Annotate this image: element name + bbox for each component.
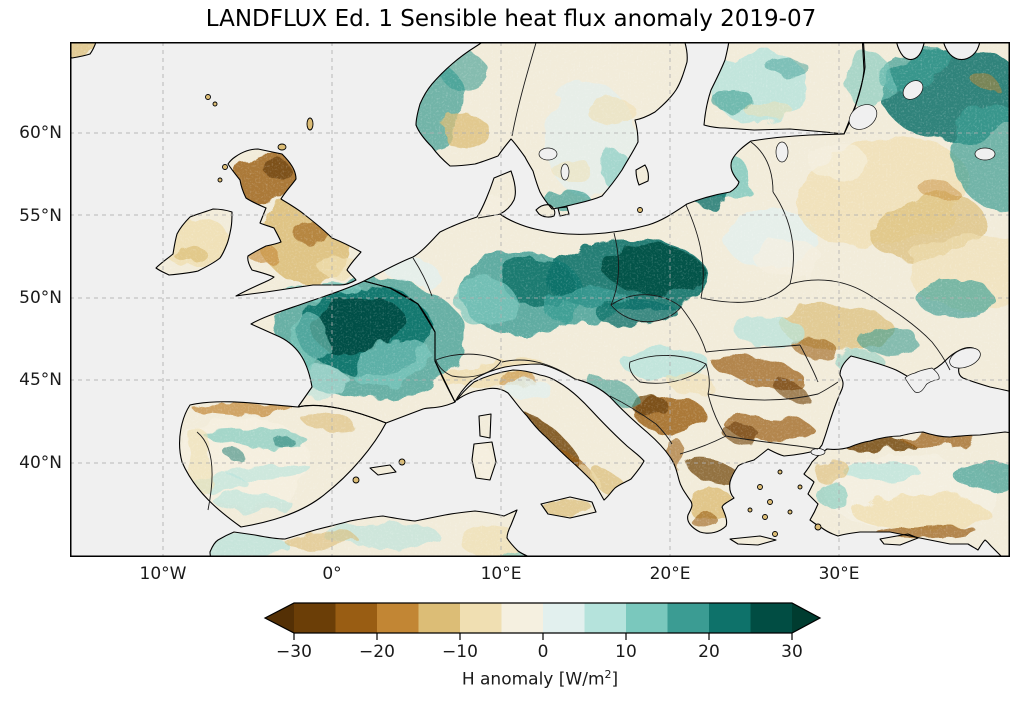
colorbar-tick-neg10: −10 bbox=[442, 642, 478, 662]
lon-tick-label-30e: 30°E bbox=[818, 564, 860, 584]
colorbar-label-suffix: ] bbox=[611, 669, 619, 690]
crimea-no-data bbox=[904, 367, 940, 393]
lon-tick-label-10w: 10°W bbox=[139, 564, 187, 584]
colorbar-label-sup: 2 bbox=[604, 668, 612, 681]
lake-rybinsk bbox=[974, 147, 996, 161]
colorbar-svg bbox=[263, 602, 822, 640]
lat-tick-label-55n: 55°N bbox=[19, 206, 62, 226]
country-borders bbox=[196, 42, 951, 511]
lake-peipus bbox=[775, 141, 789, 163]
lake-onega bbox=[902, 80, 924, 100]
lake-ladoga bbox=[848, 104, 878, 130]
sea-of-azov bbox=[949, 347, 981, 369]
lat-tick-label-40n: 40°N bbox=[19, 453, 62, 473]
lat-tick-label-45n: 45°N bbox=[19, 370, 62, 390]
lakes bbox=[538, 80, 996, 456]
graticule bbox=[70, 42, 1010, 557]
colorbar-segments bbox=[265, 603, 820, 633]
axes-frame bbox=[70, 42, 1010, 557]
colorbar-tick-20: 20 bbox=[698, 642, 720, 662]
colorbar bbox=[250, 598, 830, 648]
colorbar-tick-neg30: −30 bbox=[276, 642, 312, 662]
small-islands bbox=[205, 94, 822, 537]
lon-tick-label-10e: 10°E bbox=[480, 564, 522, 584]
lat-tick-label-60n: 60°N bbox=[19, 123, 62, 143]
europe-anomaly-map bbox=[70, 42, 1010, 557]
lon-tick-label-0: 0° bbox=[322, 564, 342, 584]
chart-title: LANDFLUX Ed. 1 Sensible heat flux anomal… bbox=[205, 6, 817, 32]
colorbar-tick-10: 10 bbox=[615, 642, 637, 662]
sea-of-marmara bbox=[810, 448, 826, 456]
colorbar-tick-0: 0 bbox=[537, 642, 549, 662]
lon-tick-label-20e: 20°E bbox=[649, 564, 691, 584]
lat-tick-label-50n: 50°N bbox=[19, 288, 62, 308]
colorbar-label-prefix: H anomaly [W/m bbox=[461, 669, 605, 690]
colorbar-tick-30: 30 bbox=[781, 642, 803, 662]
map-panel bbox=[70, 42, 1010, 557]
lake-vanern bbox=[538, 147, 558, 161]
colorbar-tick-marks bbox=[293, 633, 793, 640]
colorbar-label: H anomaly [W/m2] bbox=[250, 668, 830, 690]
colorbar-tick-neg20: −20 bbox=[359, 642, 395, 662]
lake-vattern bbox=[560, 163, 570, 181]
